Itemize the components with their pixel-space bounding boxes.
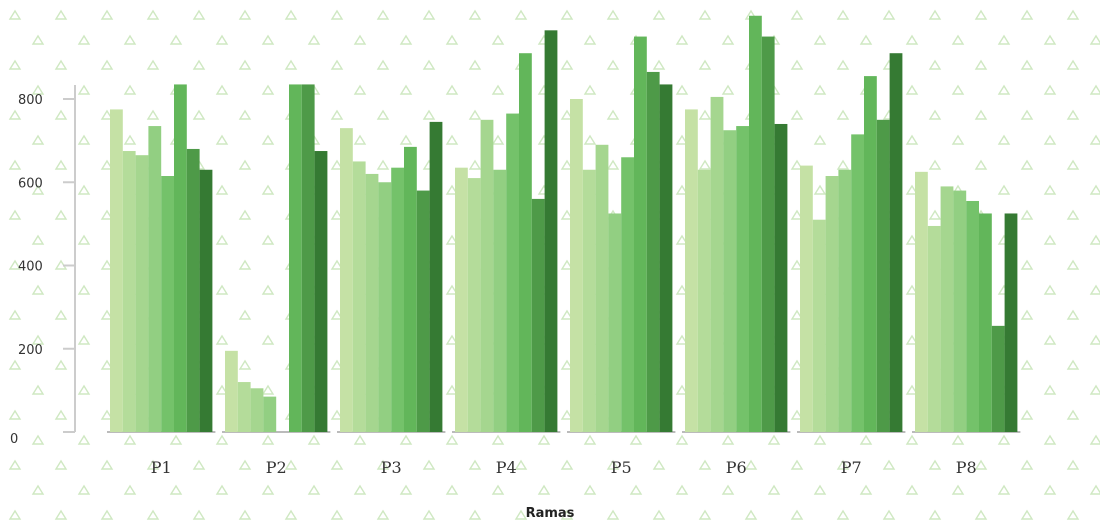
- y-ticks: 0 200 400 600 800: [10, 93, 75, 447]
- bar-p7-s7: [876, 119, 890, 432]
- bar-p6-s8: [774, 123, 788, 432]
- bar-p1-s3: [135, 155, 149, 432]
- category-label-p3: P3: [381, 458, 402, 477]
- category-label-p8: P8: [956, 458, 977, 477]
- x-axis-title: Ramas: [526, 506, 575, 521]
- bar-p5-s8: [659, 84, 673, 433]
- bar-p3-s4: [378, 182, 392, 432]
- bar-p6-s6: [749, 15, 762, 432]
- bar-p8-s5: [966, 200, 979, 432]
- bar-p7-s8: [889, 53, 903, 433]
- bar-p6-s3: [710, 96, 724, 433]
- bar-p6-s4: [723, 130, 737, 432]
- bar-p6-s2: [697, 169, 711, 432]
- bar-p6-s1: [685, 109, 698, 432]
- bar-p2-s4: [263, 396, 277, 432]
- bar-p5-s3: [595, 144, 609, 433]
- y-tick-label-0: 0: [10, 432, 18, 447]
- bar-p7-s2: [812, 219, 826, 432]
- category-label-p4: P4: [496, 458, 517, 477]
- bar-p7-s4: [838, 169, 852, 432]
- bar-p1-s2: [122, 151, 136, 432]
- bar-p4-s1: [455, 167, 468, 432]
- bar-p5-s7: [646, 71, 660, 432]
- bar-p3-s3: [365, 173, 379, 432]
- bar-p1-s6: [174, 84, 187, 433]
- y-tick-label-200: 200: [18, 343, 43, 358]
- bar-p4-s3: [480, 119, 494, 432]
- bar-p5-s4: [608, 213, 622, 432]
- bar-p1-s4: [148, 126, 162, 432]
- bar-p8-s2: [927, 225, 941, 432]
- bar-p4-s7: [531, 198, 545, 432]
- category-label-p6: P6: [726, 458, 747, 477]
- category-label-p5: P5: [611, 458, 632, 477]
- x-category-labels: P1 P2 P3 P4 P5 P6 P7 P8: [151, 458, 977, 477]
- bar-p7-s5: [851, 134, 864, 432]
- bar-p3-s8: [429, 121, 443, 432]
- bar-p7-s1: [800, 165, 813, 432]
- category-label-p7: P7: [841, 458, 862, 477]
- bar-p3-s2: [352, 161, 366, 432]
- bar-p8-s6: [979, 213, 992, 432]
- bar-p1-s5: [161, 176, 174, 432]
- bar-p8-s8: [1004, 213, 1018, 432]
- bar-p4-s5: [506, 113, 519, 432]
- bar-p8-s3: [940, 186, 954, 432]
- bar-p6-s5: [736, 126, 749, 432]
- y-tick-label-600: 600: [18, 176, 43, 191]
- bar-p2-s2: [237, 382, 251, 432]
- bar-p8-s7: [991, 325, 1005, 432]
- bar-p2-s3: [250, 388, 264, 432]
- category-label-p1: P1: [151, 458, 172, 477]
- bar-p2-s8: [314, 151, 328, 432]
- bar-p6-s7: [761, 36, 775, 433]
- bar-p3-s6: [404, 146, 417, 432]
- y-tick-label-800: 800: [18, 93, 43, 108]
- bars-layer: [107, 15, 1021, 433]
- y-tick-label-400: 400: [18, 260, 43, 275]
- category-label-p2: P2: [266, 458, 287, 477]
- bar-p4-s4: [493, 169, 507, 432]
- bar-p5-s1: [570, 99, 583, 432]
- bar-p4-s2: [467, 178, 481, 432]
- bar-p2-s6: [289, 84, 302, 433]
- bar-p1-s7: [186, 148, 200, 432]
- bar-p8-s4: [953, 190, 967, 432]
- bar-p7-s3: [825, 176, 839, 432]
- bar-p8-s1: [915, 171, 928, 432]
- bar-p3-s1: [340, 128, 353, 432]
- bar-p1-s1: [110, 109, 123, 432]
- bar-p1-s8: [199, 169, 213, 432]
- bar-p5-s2: [582, 169, 596, 432]
- bar-p5-s6: [634, 36, 647, 433]
- bar-p7-s6: [864, 76, 877, 433]
- bar-p3-s5: [391, 167, 404, 432]
- bar-p4-s6: [519, 53, 532, 433]
- bar-p3-s7: [416, 190, 430, 432]
- bar-p5-s5: [621, 157, 634, 432]
- bar-p2-s1: [225, 350, 238, 432]
- bar-p2-s7: [301, 84, 315, 433]
- bar-p4-s8: [544, 30, 558, 432]
